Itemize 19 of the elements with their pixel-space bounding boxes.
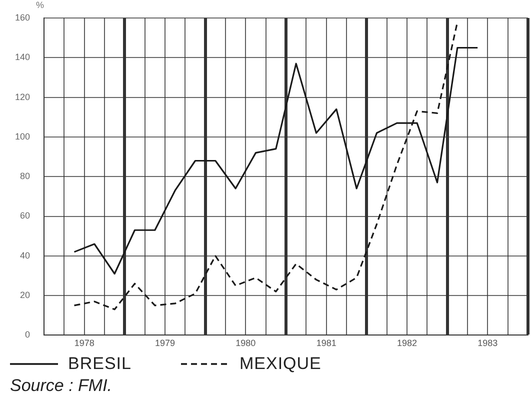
y-tick-label: 140 bbox=[14, 52, 30, 62]
x-tick-label: 1982 bbox=[396, 338, 418, 348]
y-tick-label: 160 bbox=[14, 12, 30, 22]
y-tick-label: 80 bbox=[20, 171, 30, 182]
x-tick-label: 1979 bbox=[154, 338, 176, 348]
y-tick-label: 0 bbox=[24, 330, 30, 340]
x-tick-label: 1980 bbox=[236, 338, 256, 348]
y-tick-label: 100 bbox=[14, 131, 30, 142]
legend-label: BRESIL bbox=[68, 354, 132, 374]
y-tick-label: 120 bbox=[14, 92, 30, 102]
y-tick-label: 60 bbox=[20, 210, 30, 221]
x-tick-label: 1978 bbox=[74, 338, 94, 348]
y-tick-label: 20 bbox=[20, 290, 30, 300]
y-axis-title: % bbox=[36, 0, 44, 10]
source-note: Source : FMI. bbox=[10, 376, 114, 396]
x-tick-label: 1983 bbox=[478, 338, 498, 348]
x-tick-label: 1981 bbox=[316, 338, 336, 348]
y-tick-label: 40 bbox=[20, 250, 30, 260]
legend-label: MEXIQUE bbox=[239, 354, 322, 374]
